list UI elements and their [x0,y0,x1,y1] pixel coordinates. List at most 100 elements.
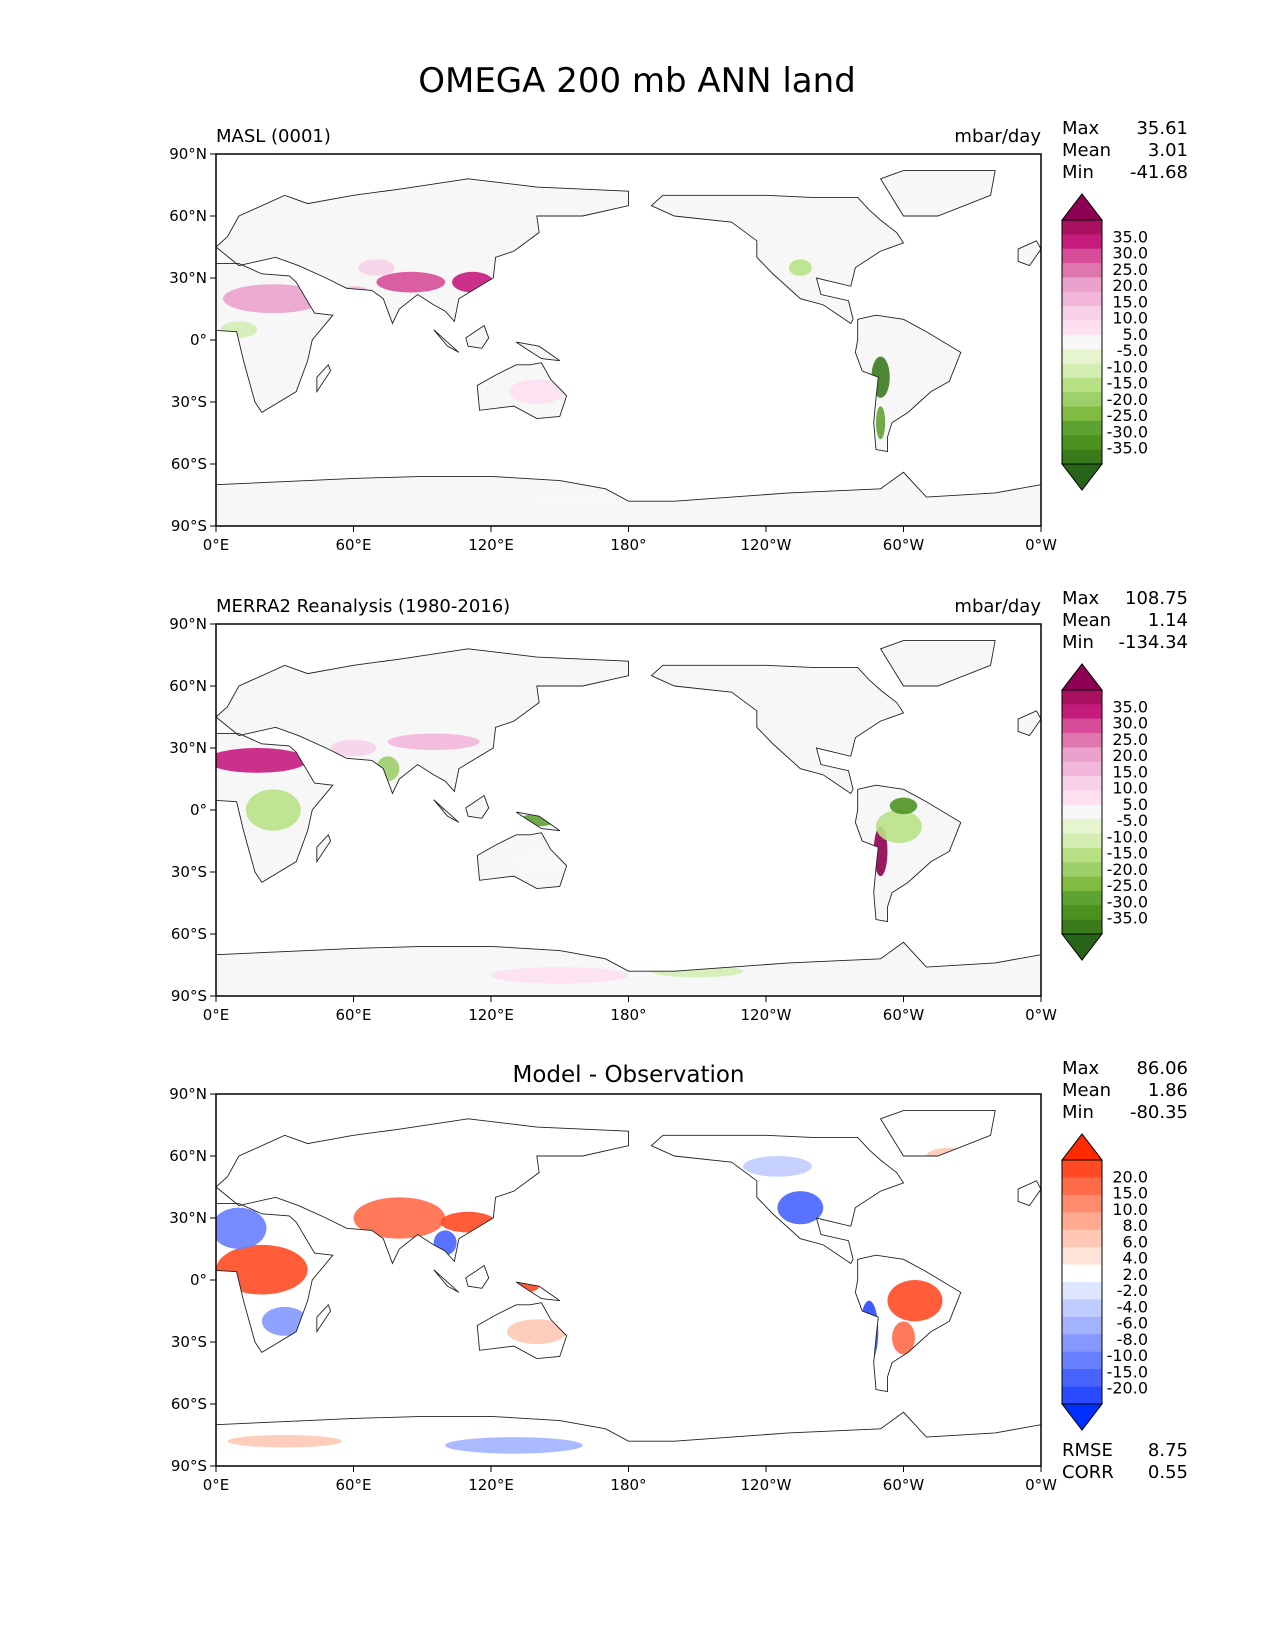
coastline [216,178,629,325]
coastline [433,1269,460,1293]
stat-value: 1.86 [1148,1080,1188,1101]
landmass [651,195,904,324]
colorbar-tick-label: 10.0 [1112,309,1148,328]
colorbar-tick-label: 15.0 [1112,292,1148,311]
stat-label: Max [1062,588,1100,609]
field-contour [491,967,629,984]
colorbar-tick-label: -25.0 [1107,876,1148,895]
landmass [216,1412,1041,1466]
colorbar-segment [1062,306,1102,321]
colorbar-segment [1062,761,1102,777]
coastline [216,733,334,883]
coastline [515,811,561,832]
field-contour [889,797,918,815]
colorbar-tick-label: -15.0 [1107,844,1148,863]
field-contour [445,1437,583,1454]
stat-value: 35.61 [1136,118,1188,139]
lon-tick-label: 60°W [883,536,925,554]
colorbar-segment [1062,1282,1102,1300]
panel-left-title: MERRA2 Reanalysis (1980-2016) [216,596,510,617]
colorbar-tick-label: -10.0 [1107,827,1148,846]
lon-tick-label: 60°E [335,536,371,554]
lon-tick-label: 60°E [335,1476,371,1494]
landmass [465,325,489,349]
coastline [433,329,460,353]
colorbar-tick-label: 10.0 [1112,779,1148,798]
colorbar-tick-label: -20.0 [1107,1379,1148,1398]
coastline [216,1411,1041,1466]
map-panel-2: 90°N 60°N 30°N 0° 30°S 60°S 90°S0°E 60°E 120°E 18… [169,588,1188,1024]
lat-tick-label: 60°S [171,925,207,943]
colorbar-segment [1062,377,1102,393]
lat-tick-label: 0° [190,801,207,819]
colorbar-tick-label: 35.0 [1112,227,1148,246]
lat-tick-label: 60°N [169,207,207,225]
stat-value: 0.55 [1148,1462,1188,1483]
colorbar-segment [1062,420,1102,436]
colorbar-segment [1062,1212,1102,1231]
lon-tick-label: 0°E [203,1476,230,1494]
field-contour [743,1156,812,1177]
colorbar-outline [1061,219,1103,465]
lon-tick-label: 120°W [741,536,792,554]
colorbar-segment [1062,392,1102,408]
colorbar-tick-label: 25.0 [1112,260,1148,279]
colorbar-segment [1062,690,1102,705]
colorbar-tick-label: -20.0 [1107,390,1148,409]
lon-tick-label: 60°W [883,1476,925,1494]
lat-tick-label: 90°S [171,517,207,535]
stat-value: -41.68 [1130,162,1188,183]
colorbar-extend-bottom [1060,933,1104,961]
colorbar-tick-label: -10.0 [1107,1346,1148,1365]
stat-value: -134.34 [1119,632,1188,653]
colorbar-segment [1062,1194,1102,1213]
colorbar-segment [1062,1299,1102,1318]
landmass [1018,240,1041,266]
field-contour [227,1435,343,1448]
colorbar-segment [1062,1160,1102,1178]
colorbar-tick-label: 35.0 [1112,697,1148,716]
colorbar-segment [1062,790,1102,806]
coastline [854,784,962,923]
lat-tick-label: 30°S [171,393,207,411]
colorbar-tick-label: 6.0 [1123,1232,1148,1251]
field-contour [876,810,922,844]
lat-tick-label: 0° [190,331,207,349]
colorbar-segment [1062,718,1102,734]
coastline [515,1281,561,1302]
colorbar-segment [1062,1316,1102,1335]
stat-label: Max [1062,118,1100,139]
landmass [1018,710,1041,736]
colorbar-segment [1062,776,1102,791]
coastline [216,471,1041,526]
colorbar-segment [1062,248,1102,264]
stat-label: Mean [1062,140,1111,161]
field-contour [387,733,480,751]
coastline [433,799,460,823]
lon-tick-label: 0°E [203,536,230,554]
landmass [216,1118,629,1264]
coastline [216,941,1041,996]
colorbar-segment [1062,1247,1102,1266]
colorbar-tick-label: 4.0 [1123,1249,1148,1268]
map-area [216,154,1041,526]
coastline [316,833,332,864]
colorbar-tick-label: -5.0 [1117,341,1148,360]
lon-tick-label: 180° [610,1476,646,1494]
colorbar-segment [1062,876,1102,892]
colorbar-tick-label: 8.0 [1123,1216,1148,1235]
field-contour [509,849,565,875]
stat-label: RMSE [1062,1440,1113,1461]
landmass [651,665,904,794]
colorbar-segment [1062,847,1102,863]
lat-tick-label: 30°S [171,1333,207,1351]
lon-tick-label: 60°E [335,1006,371,1024]
colorbar-segment [1062,334,1102,350]
coastline [879,1110,996,1157]
colorbar-tick-label: 30.0 [1112,714,1148,733]
lat-tick-label: 90°N [169,145,207,163]
field-contour [376,271,446,293]
coastline [1017,710,1041,737]
stat-label: Min [1062,162,1094,183]
field-contour [507,1319,567,1345]
